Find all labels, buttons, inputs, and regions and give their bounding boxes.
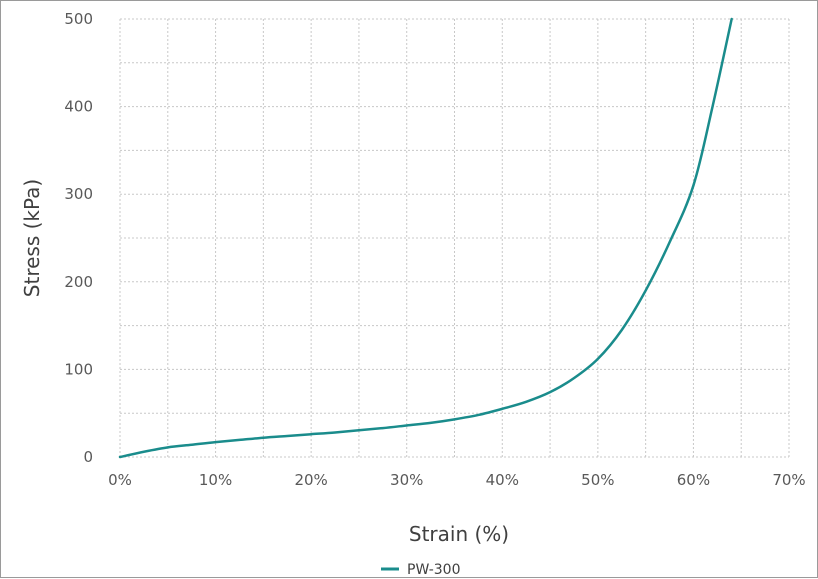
- y-tick-label: 500: [64, 10, 93, 28]
- grid: [119, 18, 790, 458]
- x-axis-label: Strain (%): [409, 522, 509, 546]
- x-tick-label: 50%: [581, 471, 614, 489]
- legend: PW-300: [381, 562, 461, 578]
- y-tick-label: 400: [64, 98, 93, 116]
- x-tick-label: 0%: [108, 471, 132, 489]
- x-tick-label: 40%: [486, 471, 519, 489]
- y-axis-label: Stress (kPa): [20, 179, 44, 297]
- y-tick-label: 100: [64, 360, 93, 378]
- legend-entry-pw-300: PW-300: [407, 562, 461, 578]
- x-tick-label: 20%: [294, 471, 327, 489]
- x-tick-label: 60%: [677, 471, 710, 489]
- x-tick-label: 10%: [199, 471, 232, 489]
- series-line-pw-300: [118, 17, 733, 459]
- y-tick-labels: 0 100 200 300 400 500: [64, 10, 93, 466]
- series-group: [118, 17, 733, 459]
- y-tick-label: 300: [64, 185, 93, 203]
- x-tick-label: 30%: [390, 471, 423, 489]
- x-tick-labels: 0% 10% 20% 30% 40% 50% 60% 70%: [108, 471, 806, 489]
- y-tick-label: 200: [64, 273, 93, 291]
- x-tick-label: 70%: [772, 471, 805, 489]
- y-tick-label: 0: [83, 448, 93, 466]
